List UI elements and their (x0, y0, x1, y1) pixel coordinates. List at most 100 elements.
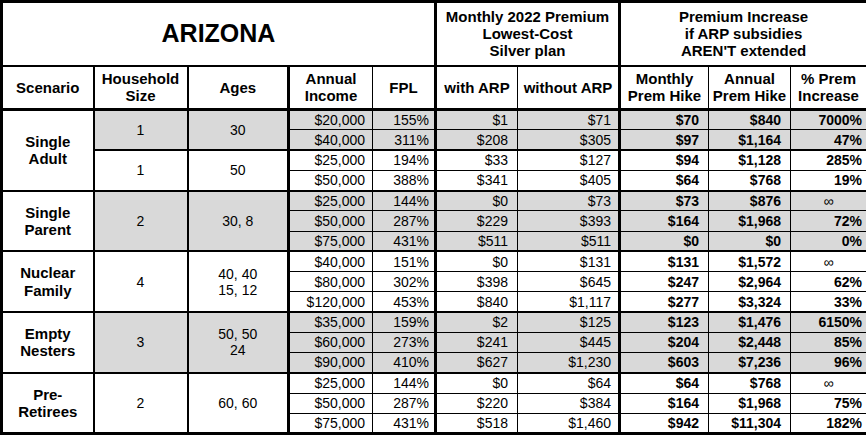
col-header-pct-prem-increase: % Prem Increase (791, 66, 866, 110)
with-arp-cell: $0 (436, 191, 518, 211)
monthly-hike-cell: $131 (620, 251, 709, 271)
with-arp-cell: $220 (436, 393, 518, 413)
with-arp-cell: $33 (436, 150, 518, 170)
with-arp-cell: $2 (436, 312, 518, 332)
pct-increase-cell: 33% (791, 292, 866, 312)
monthly-hike-cell: $64 (620, 170, 709, 190)
annual-hike-cell: $1,476 (709, 312, 791, 332)
income-cell: $35,000 (289, 312, 373, 332)
monthly-hike-cell: $942 (620, 413, 709, 433)
income-cell: $25,000 (289, 191, 373, 211)
monthly-hike-cell: $94 (620, 150, 709, 170)
col-header-household-size: Household Size (94, 66, 188, 110)
with-arp-cell: $1 (436, 110, 518, 130)
pct-increase-cell: 7000% (791, 110, 866, 130)
fpl-cell: 273% (373, 332, 436, 352)
with-arp-cell: $511 (436, 231, 518, 251)
income-cell: $20,000 (289, 110, 373, 130)
pct-increase-cell: ∞ (791, 373, 866, 393)
table-row: 1 50 $25,000 194% $33 $127 $94 $1,128 28… (2, 150, 866, 170)
scenario-cell: Single Parent (2, 191, 94, 252)
annual-hike-cell: $2,964 (709, 272, 791, 292)
table-row: Single Adult 1 30 $20,000 155% $1 $71 $7… (2, 110, 866, 130)
income-cell: $50,000 (289, 211, 373, 231)
fpl-cell: 159% (373, 312, 436, 332)
income-cell: $90,000 (289, 353, 373, 373)
fpl-cell: 388% (373, 170, 436, 190)
pct-increase-cell: 6150% (791, 312, 866, 332)
fpl-cell: 410% (373, 353, 436, 373)
annual-hike-cell: $3,324 (709, 292, 791, 312)
col-header-annual-prem-hike: Annual Prem Hike (709, 66, 791, 110)
without-arp-cell: $645 (518, 272, 620, 292)
scenario-cell: Pre- Retirees (2, 373, 94, 434)
state-title: ARIZONA (2, 2, 436, 66)
pct-increase-cell: 182% (791, 413, 866, 433)
household-size-cell: 1 (94, 110, 188, 151)
fpl-cell: 453% (373, 292, 436, 312)
pct-increase-cell: ∞ (791, 191, 866, 211)
ages-cell: 30 (188, 110, 289, 151)
household-size-cell: 2 (94, 373, 188, 434)
monthly-hike-cell: $73 (620, 191, 709, 211)
without-arp-cell: $1,230 (518, 353, 620, 373)
annual-hike-cell: $1,968 (709, 393, 791, 413)
ages-cell: 40, 40 15, 12 (188, 251, 289, 312)
without-arp-cell: $1,460 (518, 413, 620, 433)
with-arp-cell: $341 (436, 170, 518, 190)
without-arp-cell: $127 (518, 150, 620, 170)
pct-increase-cell: 72% (791, 211, 866, 231)
without-arp-cell: $71 (518, 110, 620, 130)
col-header-annual-income: Annual Income (289, 66, 373, 110)
household-size-cell: 2 (94, 191, 188, 252)
monthly-hike-cell: $603 (620, 353, 709, 373)
annual-hike-cell: $11,304 (709, 413, 791, 433)
monthly-hike-cell: $204 (620, 332, 709, 352)
without-arp-cell: $125 (518, 312, 620, 332)
pct-increase-cell: 19% (791, 170, 866, 190)
monthly-hike-cell: $123 (620, 312, 709, 332)
without-arp-cell: $64 (518, 373, 620, 393)
with-arp-cell: $627 (436, 353, 518, 373)
fpl-cell: 194% (373, 150, 436, 170)
fpl-cell: 431% (373, 413, 436, 433)
col-header-fpl: FPL (373, 66, 436, 110)
annual-hike-cell: $1,128 (709, 150, 791, 170)
col-header-with-arp: with ARP (436, 66, 518, 110)
scenario-cell: Single Adult (2, 110, 94, 191)
with-arp-cell: $398 (436, 272, 518, 292)
pct-increase-cell: 62% (791, 272, 866, 292)
monthly-hike-cell: $164 (620, 211, 709, 231)
monthly-hike-cell: $247 (620, 272, 709, 292)
income-cell: $75,000 (289, 231, 373, 251)
col-header-monthly-prem-hike: Monthly Prem Hike (620, 66, 709, 110)
col-header-scenario: Scenario (2, 66, 94, 110)
table-row: Single Parent 2 30, 8 $25,000 144% $0 $7… (2, 191, 866, 211)
fpl-cell: 287% (373, 211, 436, 231)
with-arp-cell: $840 (436, 292, 518, 312)
with-arp-cell: $0 (436, 251, 518, 271)
fpl-cell: 144% (373, 373, 436, 393)
income-cell: $120,000 (289, 292, 373, 312)
pct-increase-cell: 85% (791, 332, 866, 352)
annual-hike-cell: $7,236 (709, 353, 791, 373)
arizona-premium-table: ARIZONA Monthly 2022 Premium Lowest-Cost… (0, 0, 866, 435)
household-size-cell: 1 (94, 150, 188, 191)
col-header-without-arp: without ARP (518, 66, 620, 110)
without-arp-cell: $131 (518, 251, 620, 271)
fpl-cell: 144% (373, 191, 436, 211)
monthly-hike-cell: $277 (620, 292, 709, 312)
household-size-cell: 3 (94, 312, 188, 373)
monthly-hike-cell: $70 (620, 110, 709, 130)
with-arp-cell: $208 (436, 130, 518, 150)
table-row: Nuclear Family 4 40, 40 15, 12 $40,000 1… (2, 251, 866, 271)
pct-increase-cell: 0% (791, 231, 866, 251)
annual-hike-cell: $1,164 (709, 130, 791, 150)
ages-cell: 30, 8 (188, 191, 289, 252)
monthly-hike-cell: $0 (620, 231, 709, 251)
without-arp-cell: $73 (518, 191, 620, 211)
without-arp-cell: $445 (518, 332, 620, 352)
ages-cell: 50, 50 24 (188, 312, 289, 373)
income-cell: $40,000 (289, 130, 373, 150)
pct-increase-cell: 75% (791, 393, 866, 413)
